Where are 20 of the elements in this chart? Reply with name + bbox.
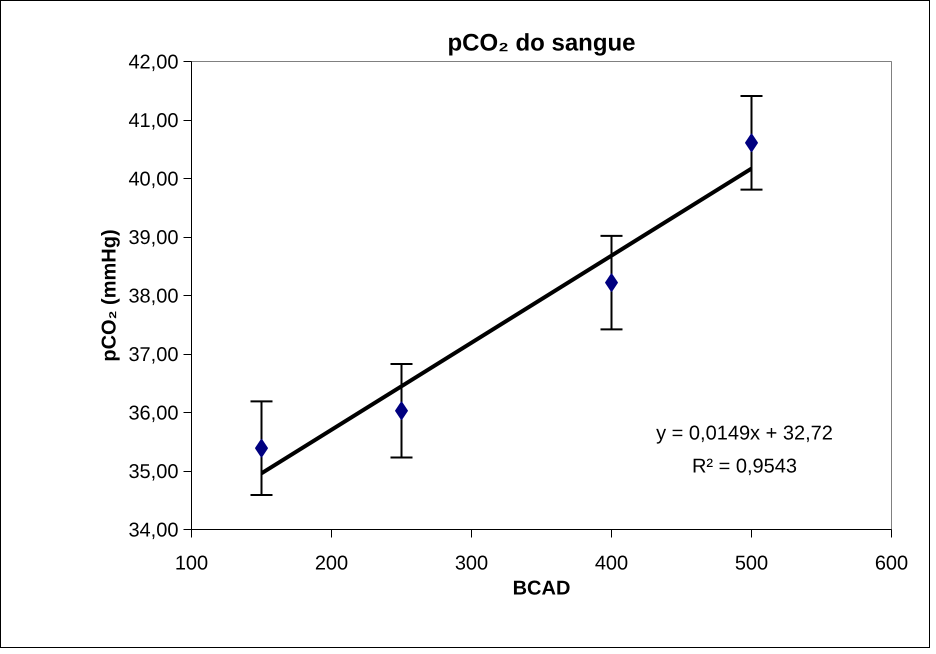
- x-tick-label: 200: [314, 552, 348, 574]
- y-tick-label: 42,00: [128, 52, 179, 74]
- y-tick-label: 40,00: [128, 168, 179, 190]
- y-tick-label: 34,00: [128, 520, 179, 542]
- y-tick-label: 38,00: [128, 286, 179, 308]
- y-tick-label: 36,00: [128, 402, 179, 424]
- x-tick-label: 600: [874, 552, 908, 574]
- x-tick-label: 100: [174, 552, 208, 574]
- x-axis-title: BCAD: [512, 578, 570, 600]
- x-tick-label: 500: [734, 552, 768, 574]
- x-tick-label: 400: [594, 552, 628, 574]
- annotation: R² = 0,9543: [692, 455, 798, 478]
- annotation: y = 0,0149x + 32,72: [656, 422, 833, 445]
- chart-title: pCO₂ do sangue: [448, 30, 636, 56]
- y-tick-label: 35,00: [128, 461, 179, 483]
- y-tick-label: 41,00: [128, 110, 179, 132]
- x-tick-label: 300: [454, 552, 488, 574]
- y-tick-label: 39,00: [128, 227, 179, 249]
- y-axis-title: pCO₂ (mmHg): [98, 229, 120, 362]
- y-tick-label: 37,00: [128, 344, 179, 366]
